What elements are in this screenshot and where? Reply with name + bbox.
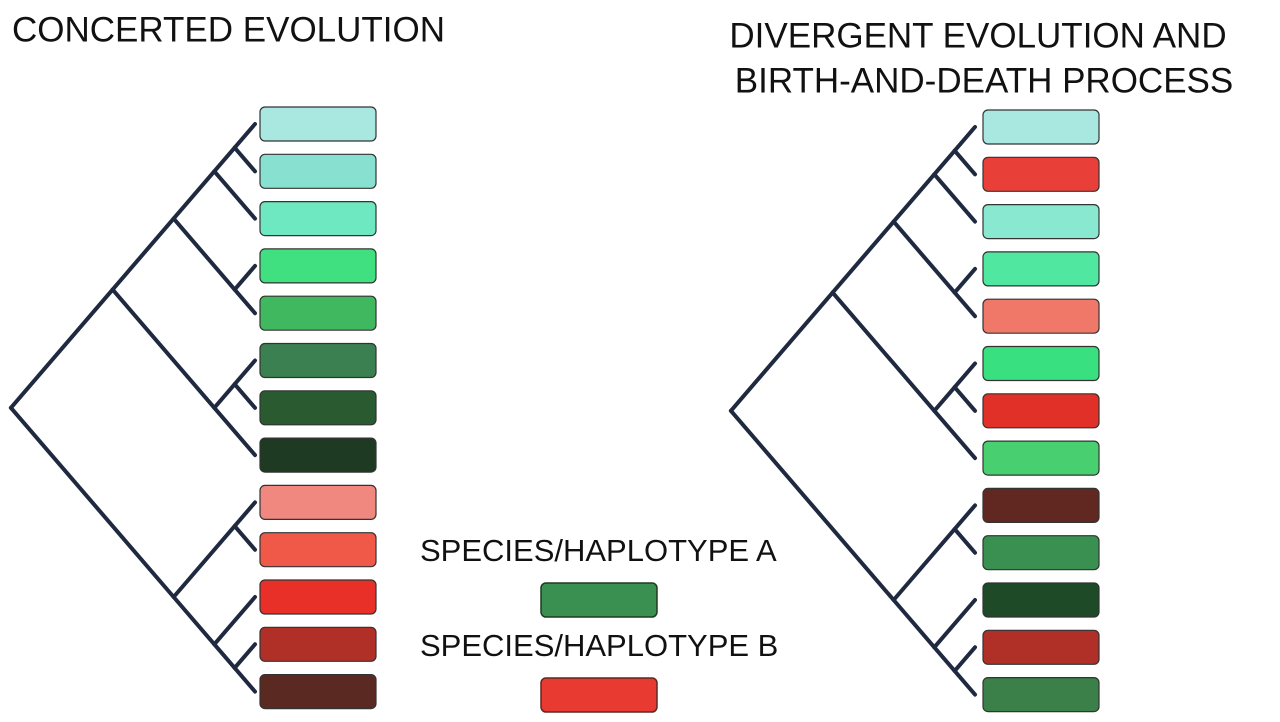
tree-branch xyxy=(171,216,237,292)
gene-box xyxy=(982,393,1100,429)
tree-branch xyxy=(830,219,896,295)
gene-box xyxy=(259,626,377,662)
tree-branch xyxy=(932,645,957,673)
tree-branch xyxy=(8,405,176,599)
gene-box xyxy=(259,579,377,615)
tree-branch xyxy=(932,385,957,413)
tree-branch xyxy=(932,408,977,461)
gene-box xyxy=(982,298,1100,334)
tree-branch xyxy=(952,385,977,413)
gene-box xyxy=(982,676,1100,713)
tree-branch xyxy=(232,358,257,387)
gene-box xyxy=(259,342,377,379)
left-title: CONCERTED EVOLUTION xyxy=(12,10,445,49)
gene-box xyxy=(259,248,377,284)
gene-box xyxy=(982,251,1100,287)
tree-branch xyxy=(232,122,257,150)
right-title-line: BIRTH-AND-DEATH PROCESS xyxy=(735,61,1233,100)
tree-branch xyxy=(952,361,977,390)
tree-branch xyxy=(728,408,896,602)
tree-branch xyxy=(232,145,257,174)
tree-branch xyxy=(932,148,957,177)
gene-box xyxy=(982,582,1100,618)
tree-branch xyxy=(891,219,957,295)
tree-branch xyxy=(232,263,257,292)
gene-box xyxy=(259,437,377,473)
tree-branch xyxy=(891,598,937,650)
gene-box xyxy=(259,390,377,426)
right-title-line: DIVERGENT EVOLUTION AND xyxy=(729,16,1226,55)
tree-branch xyxy=(891,172,937,224)
tree-branch xyxy=(728,290,835,413)
tree-branch xyxy=(952,125,977,153)
gene-box xyxy=(982,440,1100,476)
gene-box xyxy=(982,535,1100,571)
tree-branch xyxy=(171,524,237,599)
legend-swatch xyxy=(540,677,658,713)
tree-branch xyxy=(830,290,937,413)
tree-branch xyxy=(232,287,257,316)
gene-box xyxy=(259,532,377,568)
tree-branch xyxy=(952,266,977,295)
tree-branch xyxy=(952,645,977,673)
tree-branch xyxy=(171,595,217,647)
tree-branch xyxy=(212,405,257,458)
gene-box xyxy=(982,487,1100,523)
tree-branch xyxy=(932,598,977,650)
tree-branch xyxy=(952,527,977,555)
tree-branch xyxy=(212,169,257,221)
gene-box xyxy=(259,484,377,520)
tree-branch xyxy=(232,524,257,552)
gene-box xyxy=(982,629,1100,665)
tree-branch xyxy=(952,668,977,697)
tree-branch xyxy=(891,527,957,602)
tree-branch xyxy=(232,642,257,670)
gene-box xyxy=(982,109,1100,145)
tree-branch xyxy=(232,500,257,529)
tree-branch xyxy=(8,287,115,410)
tree-branch xyxy=(171,169,217,221)
gene-box xyxy=(982,156,1100,192)
gene-box xyxy=(259,673,377,710)
tree-branch xyxy=(952,503,977,532)
tree-branch xyxy=(932,172,977,224)
tree-branch xyxy=(212,642,237,670)
gene-box xyxy=(982,204,1100,240)
gene-box xyxy=(259,295,377,331)
gene-box xyxy=(259,153,377,189)
tree-branch xyxy=(232,665,257,694)
tree-branch xyxy=(212,595,257,647)
gene-box xyxy=(982,345,1100,382)
tree-branch xyxy=(110,216,176,292)
tree-branch xyxy=(212,382,237,410)
gene-box xyxy=(259,106,377,142)
tree-branch xyxy=(952,148,977,177)
legend-label: SPECIES/HAPLOTYPE B xyxy=(420,628,778,663)
tree-branch xyxy=(110,287,217,410)
gene-box xyxy=(259,201,377,237)
legend-swatch xyxy=(540,582,658,618)
legend-label: SPECIES/HAPLOTYPE A xyxy=(420,533,777,568)
tree-branch xyxy=(232,382,257,410)
tree-branch xyxy=(212,145,237,174)
tree-branch xyxy=(952,290,977,319)
